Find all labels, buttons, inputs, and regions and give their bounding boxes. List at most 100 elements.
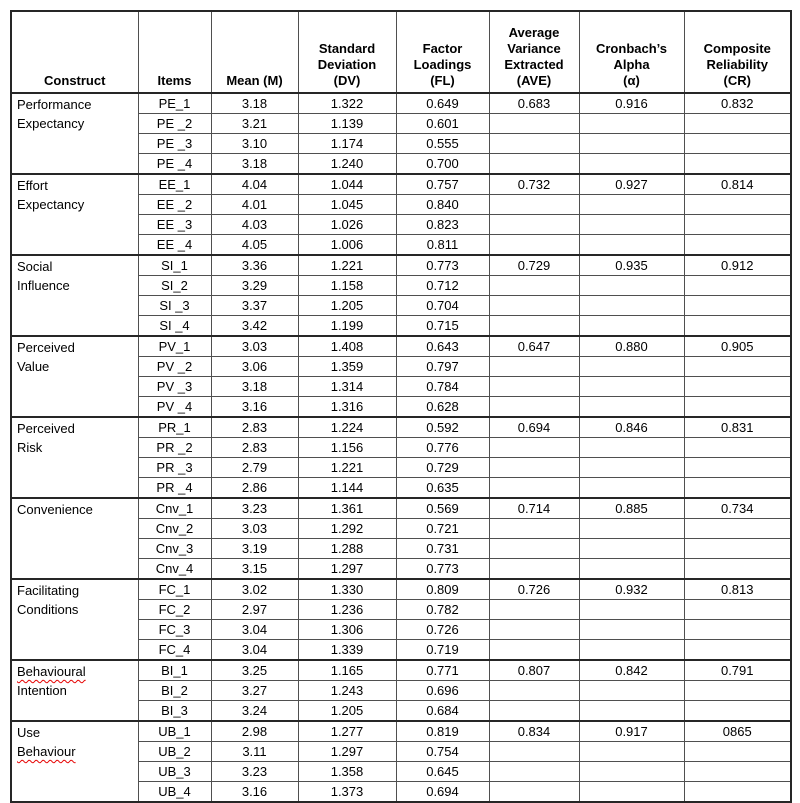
cell-mean: 3.29 [210, 275, 299, 296]
cell-item: FC_1 [137, 578, 212, 600]
cell-fl: 0.555 [395, 133, 490, 154]
header-line: Cronbach’s [595, 41, 668, 56]
cell-item: PE_1 [137, 92, 212, 114]
cell-sd: 1.322 [297, 92, 397, 114]
cell-cr [683, 680, 792, 701]
table-row: FC_4 3.04 1.339 0.719 [11, 639, 792, 661]
construct-word: Perceived [17, 421, 75, 436]
cell-fl: 0.823 [395, 214, 490, 235]
table-row: Cnv_3 3.19 1.288 0.731 [11, 538, 792, 559]
construct-line: Behaviour [17, 742, 134, 761]
cell-item: UB_3 [137, 761, 212, 782]
cell-item: SI_2 [137, 275, 212, 296]
cell-cr [683, 153, 792, 175]
cell-ave [488, 700, 580, 722]
table-row: PV _3 3.18 1.314 0.784 [11, 376, 792, 397]
cell-item: SI _4 [137, 315, 212, 337]
construct-word: Expectancy [17, 197, 85, 212]
cell-fl: 0.635 [395, 477, 490, 499]
table-header: Construct Items Mean (M) Standard Deviation(… [10, 10, 792, 94]
table-row: EE _3 4.03 1.026 0.823 [11, 214, 792, 235]
table-row: Perceived Value PV_1 3.03 1.408 0.643 0.647 0.8… [10, 335, 792, 418]
cell-cr [683, 457, 792, 478]
table-row: PV _4 3.16 1.316 0.628 [11, 396, 792, 418]
construct-cell: Behavioural Intention [10, 659, 139, 722]
construct-line: Expectancy [17, 114, 134, 133]
cell-item: Cnv_1 [137, 497, 212, 519]
header-line: Average [508, 25, 560, 40]
cell-ave: 0.683 [488, 92, 580, 114]
measurement-model-table: Construct Items Mean (M) Standard Deviation(… [10, 10, 792, 803]
column-header-construct: Construct [10, 10, 139, 94]
construct-cell: Social Influence [10, 254, 139, 337]
cell-fl: 0.782 [395, 599, 490, 620]
cell-cr [683, 356, 792, 377]
table-row: Effort Expectancy EE_1 4.04 1.044 0.757 0.732 0… [10, 173, 792, 256]
cell-cr [683, 234, 792, 256]
cell-item: PE _2 [137, 113, 212, 134]
cell-fl: 0.649 [395, 92, 490, 114]
column-header-ave: Average Variance Extracted (AVE) [488, 10, 580, 94]
construct-word: Social [17, 259, 53, 274]
cell-cr [683, 315, 792, 337]
cell-alpha [578, 376, 685, 397]
cell-sd: 1.236 [297, 599, 397, 620]
cell-ave [488, 558, 580, 580]
cell-sd: 1.221 [297, 457, 397, 478]
construct-cell: Use Behaviour [10, 720, 139, 803]
cell-mean: 3.18 [210, 376, 299, 397]
construct-line: Effort [17, 176, 134, 195]
cell-ave: 0.732 [488, 173, 580, 195]
cell-alpha [578, 538, 685, 559]
cell-cr: 0.912 [683, 254, 792, 276]
cell-item: Cnv_4 [137, 558, 212, 580]
cell-item: SI_1 [137, 254, 212, 276]
cell-sd: 1.339 [297, 639, 397, 661]
cell-ave: 0.729 [488, 254, 580, 276]
cell-mean: 3.04 [210, 639, 299, 661]
table-row: Facilitating Conditions FC_1 3.02 1.330 0.809… [10, 578, 792, 661]
cell-alpha: 0.932 [578, 578, 685, 600]
cell-cr [683, 741, 792, 762]
cell-cr: 0.791 [683, 659, 792, 681]
table-row: SI _3 3.37 1.205 0.704 [11, 295, 792, 316]
cell-sd: 1.297 [297, 741, 397, 762]
table-row: Use Behaviour UB_1 2.98 1.277 0.819 0.834 0.917… [10, 720, 792, 803]
cell-ave [488, 599, 580, 620]
cell-alpha: 0.917 [578, 720, 685, 742]
cell-alpha: 0.846 [578, 416, 685, 438]
cell-sd: 1.288 [297, 538, 397, 559]
header-line: Composite [703, 41, 771, 56]
cell-ave [488, 437, 580, 458]
cell-cr [683, 700, 792, 722]
cell-fl: 0.645 [395, 761, 490, 782]
construct-word: Value [17, 359, 50, 374]
cell-sd: 1.316 [297, 396, 397, 418]
cell-alpha [578, 781, 685, 803]
cell-item: UB_2 [137, 741, 212, 762]
construct-word: Influence [17, 278, 70, 293]
misspelled-word: Behaviour [17, 744, 76, 759]
cell-ave [488, 457, 580, 478]
cell-alpha [578, 295, 685, 316]
cell-mean: 3.24 [210, 700, 299, 722]
cell-mean: 2.79 [210, 457, 299, 478]
table-row: PR _3 2.79 1.221 0.729 [11, 457, 792, 478]
cell-cr: 0.832 [683, 92, 792, 114]
cell-alpha: 0.880 [578, 335, 685, 357]
column-header-items: Items [137, 10, 212, 94]
cell-fl: 0.712 [395, 275, 490, 296]
cell-cr [683, 295, 792, 316]
cell-item: PV _2 [137, 356, 212, 377]
cell-fl: 0.809 [395, 578, 490, 600]
construct-line: Conditions [17, 600, 134, 619]
cell-sd: 1.408 [297, 335, 397, 357]
cell-fl: 0.643 [395, 335, 490, 357]
cell-sd: 1.243 [297, 680, 397, 701]
table-row: PE _2 3.21 1.139 0.601 [11, 113, 792, 134]
cell-ave: 0.807 [488, 659, 580, 681]
cell-ave [488, 113, 580, 134]
table-row: FC_3 3.04 1.306 0.726 [11, 619, 792, 640]
cell-ave: 0.694 [488, 416, 580, 438]
